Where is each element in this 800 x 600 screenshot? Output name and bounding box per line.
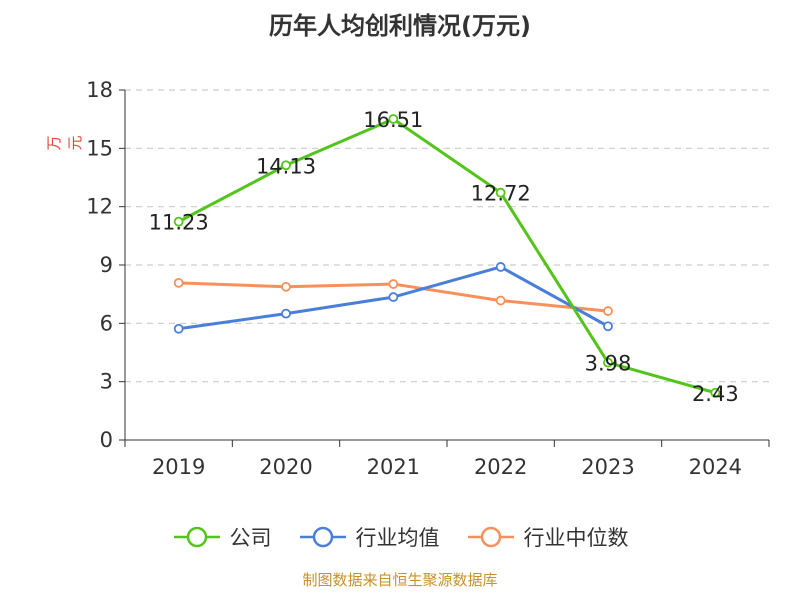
- data-label: 14.13: [256, 154, 316, 178]
- legend-marker-icon: [467, 526, 514, 548]
- legend-label: 行业中位数: [523, 526, 629, 550]
- data-point: [388, 279, 399, 289]
- data-label: 12.72: [471, 182, 531, 206]
- x-tick-label: 2019: [152, 455, 205, 479]
- data-point: [173, 277, 184, 288]
- data-label: 16.51: [363, 108, 423, 132]
- data-point: [281, 160, 291, 171]
- data-point: [603, 357, 613, 368]
- y-tick-label: 6: [100, 311, 113, 335]
- chart-title: 历年人均创利情况(万元): [269, 12, 531, 40]
- x-tick-label: 2024: [689, 455, 742, 479]
- x-tick-label: 2020: [259, 455, 312, 479]
- y-tick-label: 9: [100, 253, 113, 277]
- data-point: [388, 292, 399, 302]
- data-point: [495, 295, 506, 306]
- data-label: 11.23: [149, 211, 209, 235]
- source-footer: 制图数据来自恒生聚源数据库: [302, 571, 498, 589]
- legend-item-industry-mean[interactable]: 行业均值: [298, 522, 440, 552]
- y-tick-label: 3: [100, 370, 113, 394]
- series-line: [177, 117, 716, 395]
- data-point: [603, 306, 613, 316]
- data-point: [710, 387, 721, 398]
- x-tick-label: 2022: [474, 455, 527, 479]
- data-point: [281, 308, 291, 319]
- y-tick-label: 12: [86, 195, 113, 219]
- y-tick-label: 0: [100, 428, 113, 452]
- data-point: [495, 262, 506, 272]
- legend-label: 行业均值: [355, 526, 440, 550]
- legend: 公司 行业均值 行业中位数: [0, 522, 800, 552]
- data-label: 2.43: [692, 382, 739, 406]
- y-tick-label: 18: [86, 78, 113, 102]
- data-point: [173, 216, 184, 227]
- data-point: [281, 281, 291, 292]
- legend-marker-icon: [173, 526, 220, 548]
- data-point: [173, 323, 184, 334]
- data-point: [388, 114, 399, 124]
- y-tick-label: 15: [86, 136, 113, 160]
- legend-marker-icon: [299, 526, 346, 548]
- data-point: [495, 187, 506, 198]
- legend-item-industry-median[interactable]: 行业中位数: [466, 522, 629, 552]
- x-tick-label: 2021: [367, 455, 420, 479]
- data-label: 3.98: [585, 352, 632, 376]
- data-point: [603, 321, 613, 332]
- legend-item-company[interactable]: 公司: [172, 522, 272, 552]
- x-tick-label: 2023: [581, 455, 634, 479]
- legend-label: 公司: [229, 526, 272, 550]
